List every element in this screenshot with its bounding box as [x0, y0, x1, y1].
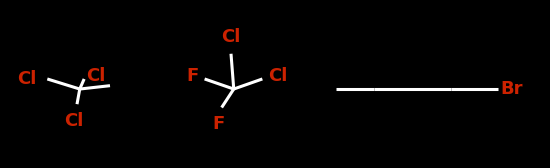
- Text: Cl: Cl: [86, 67, 106, 85]
- Text: Cl: Cl: [268, 67, 288, 85]
- Text: F: F: [186, 67, 199, 85]
- Text: Cl: Cl: [221, 28, 241, 46]
- Text: F: F: [213, 115, 225, 133]
- Text: Br: Br: [500, 80, 522, 98]
- Text: Cl: Cl: [16, 70, 36, 88]
- Text: Cl: Cl: [64, 112, 84, 130]
